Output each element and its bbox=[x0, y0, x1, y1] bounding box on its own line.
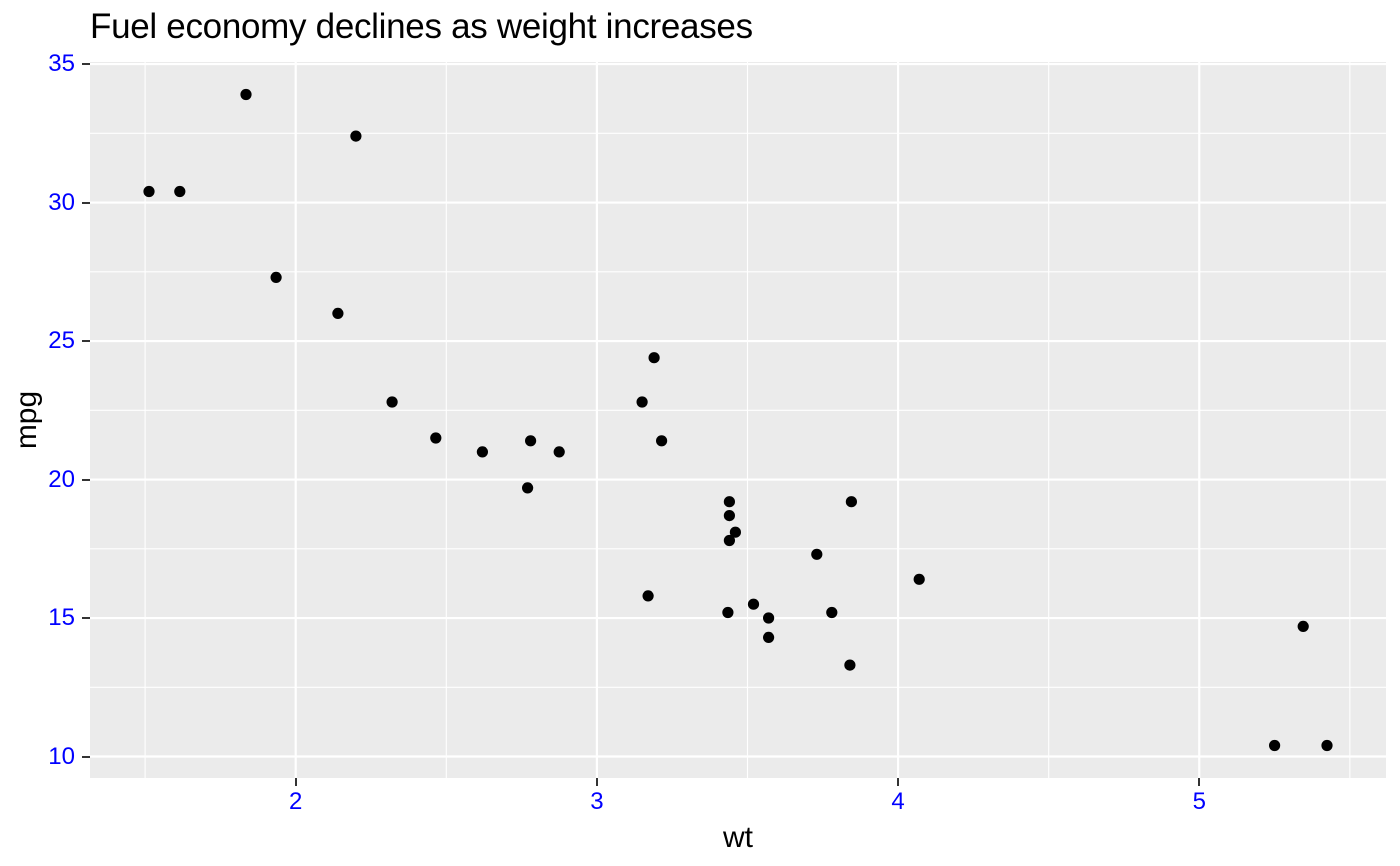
data-point bbox=[811, 548, 823, 560]
x-tick-mark bbox=[897, 778, 900, 786]
data-point bbox=[270, 271, 282, 283]
plot-panel bbox=[90, 62, 1386, 778]
data-point bbox=[723, 534, 736, 547]
data-point bbox=[729, 526, 742, 538]
y-tick-label: 35 bbox=[48, 50, 75, 78]
y-tick-mark bbox=[82, 63, 90, 66]
x-tick-label: 2 bbox=[289, 788, 303, 815]
data-point bbox=[350, 130, 362, 142]
data-point bbox=[430, 432, 442, 444]
y-tick-label: 30 bbox=[48, 188, 75, 216]
data-point bbox=[722, 606, 734, 619]
data-point bbox=[642, 590, 654, 602]
data-point bbox=[386, 396, 398, 408]
y-tick-label: 15 bbox=[48, 604, 75, 632]
scatter-plot-canvas bbox=[90, 62, 1386, 778]
data-point bbox=[648, 352, 660, 364]
data-point bbox=[747, 598, 760, 610]
x-tick-label: 4 bbox=[891, 788, 905, 815]
data-point bbox=[1297, 620, 1309, 633]
y-tick-mark bbox=[82, 617, 90, 620]
y-axis-title: mpg bbox=[10, 390, 43, 450]
data-point bbox=[763, 612, 775, 624]
x-tick-mark bbox=[595, 778, 598, 786]
x-tick-label: 3 bbox=[590, 788, 604, 815]
y-tick-label: 25 bbox=[48, 327, 75, 355]
data-point bbox=[174, 185, 186, 198]
y-tick-mark bbox=[82, 755, 90, 758]
x-tick-label: 5 bbox=[1192, 788, 1206, 815]
data-point bbox=[656, 435, 668, 447]
x-tick-mark bbox=[294, 778, 297, 786]
data-point bbox=[845, 496, 858, 508]
data-point bbox=[826, 606, 838, 619]
data-point bbox=[723, 496, 736, 508]
data-point bbox=[240, 88, 252, 101]
data-point bbox=[636, 396, 648, 408]
y-tick-mark bbox=[82, 340, 90, 343]
data-point bbox=[476, 446, 488, 458]
data-point bbox=[723, 510, 736, 522]
data-point bbox=[525, 435, 537, 447]
data-point bbox=[553, 446, 565, 458]
x-tick-mark bbox=[1198, 778, 1201, 786]
data-point bbox=[763, 631, 775, 644]
data-point bbox=[1321, 739, 1333, 752]
data-point bbox=[143, 185, 155, 198]
data-point bbox=[913, 573, 925, 585]
data-point bbox=[332, 307, 344, 319]
data-point bbox=[522, 482, 534, 494]
x-axis-title: wt bbox=[723, 821, 753, 854]
chart-title: Fuel economy declines as weight increase… bbox=[90, 7, 753, 46]
y-tick-mark bbox=[82, 478, 90, 481]
y-tick-label: 20 bbox=[48, 465, 75, 493]
y-tick-label: 10 bbox=[48, 742, 75, 770]
y-tick-mark bbox=[82, 201, 90, 204]
data-point bbox=[844, 659, 856, 671]
data-point bbox=[1269, 739, 1281, 752]
